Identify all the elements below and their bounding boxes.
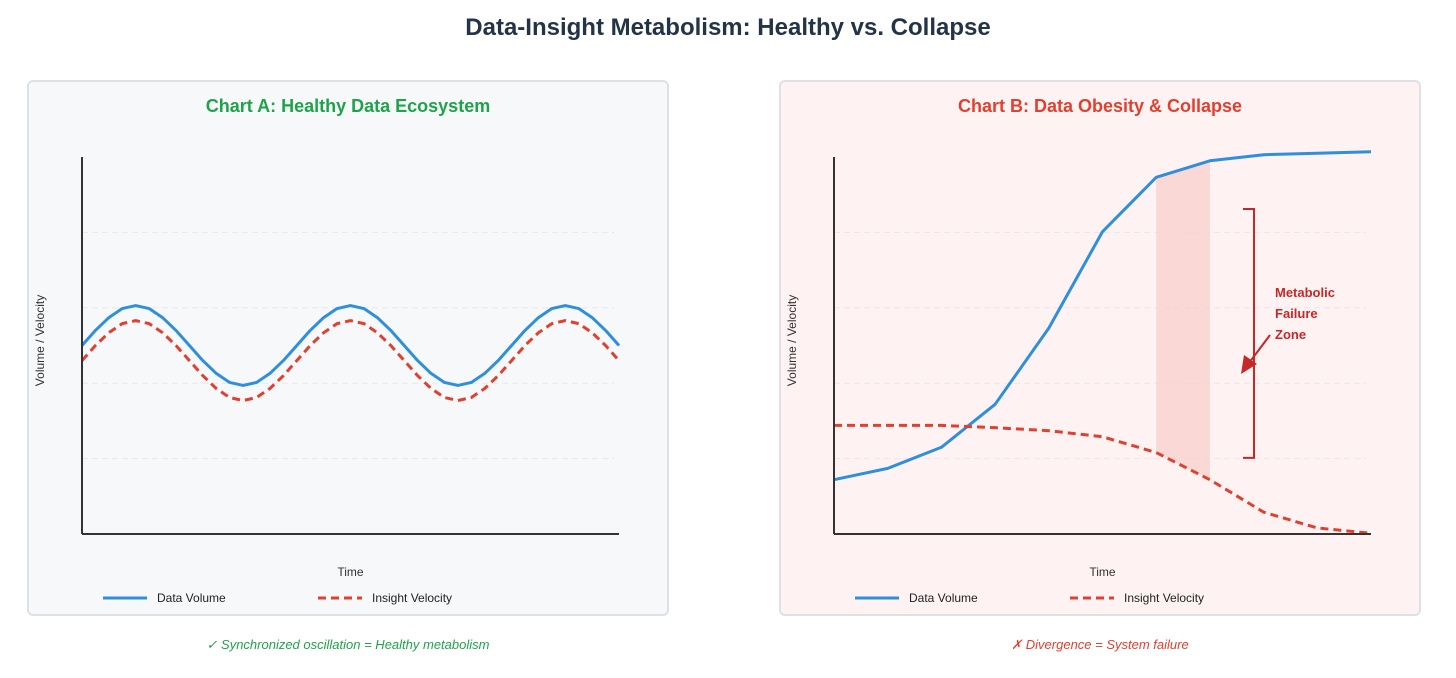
annotation-text: Zone — [1275, 327, 1306, 342]
chart-a-svg: Time Volume / Velocity Data Volume Insight … — [33, 157, 621, 605]
failure-zone-shading — [1156, 160, 1210, 480]
annotation-arrow — [1248, 334, 1271, 364]
insight-velocity-line — [834, 423, 1372, 535]
x-axis-label: Time — [337, 565, 364, 579]
legend-label-data-volume: Data Volume — [909, 591, 978, 605]
y-axis-label: Volume / Velocity — [785, 295, 799, 386]
chart-b-panel: Chart B: Data Obesity & Collapse Time Vol… — [779, 80, 1421, 616]
failure-zone-bracket — [1243, 208, 1255, 459]
data-volume-line — [80, 304, 621, 387]
legend-label-data-volume: Data Volume — [157, 591, 226, 605]
chart-b-title: Chart B: Data Obesity & Collapse — [957, 96, 1243, 116]
arrowhead-icon — [1241, 355, 1257, 374]
chart-a-panel: Chart A: Healthy Data Ecosystem Time Volu… — [27, 80, 669, 616]
insight-velocity-line — [80, 319, 621, 403]
chart-b-caption: ✗ Divergence = System failure — [1011, 637, 1189, 652]
chart-a-title: Chart A: Healthy Data Ecosystem — [205, 96, 491, 116]
page-title: Data-Insight Metabolism: Healthy vs. Col… — [465, 14, 991, 41]
annotation-text: Metabolic — [1275, 285, 1335, 300]
annotation-text: Failure — [1275, 306, 1318, 321]
chart-a-caption: ✓ Synchronized oscillation = Healthy met… — [206, 637, 490, 652]
chart-b-svg: Time Volume / Velocity Data Volume Insight … — [785, 150, 1372, 605]
x-axis-label: Time — [1089, 565, 1116, 579]
legend-label-insight-velocity: Insight Velocity — [372, 591, 452, 605]
y-axis-label: Volume / Velocity — [33, 295, 47, 386]
legend-label-insight-velocity: Insight Velocity — [1124, 591, 1204, 605]
data-volume-line — [833, 150, 1372, 482]
